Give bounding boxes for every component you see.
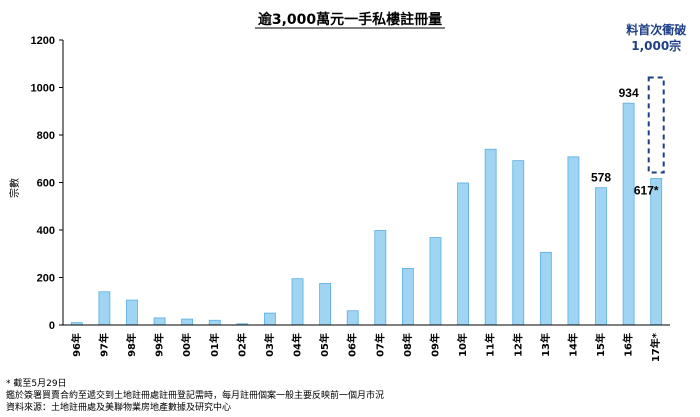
x-tick-label: 16年	[622, 333, 635, 357]
bar	[567, 156, 580, 326]
bar	[319, 283, 332, 326]
y-tick-label: 1000	[31, 83, 55, 95]
bar	[429, 237, 442, 326]
y-axis-label: 宗數	[8, 178, 21, 198]
bar	[264, 312, 276, 326]
bar	[126, 299, 138, 326]
x-tick-label: 15年	[594, 333, 607, 357]
x-tick-label: 13年	[539, 333, 552, 357]
x-tick-label: 01年	[208, 333, 221, 357]
data-label: 934	[619, 86, 639, 100]
chart: 逾3,000萬元一手私樓註冊量 宗數 0 200 400 600 800 1000 1200…	[8, 11, 686, 362]
x-axis-ticks: 96年 97年 98年 99年 00年 01年 02年 03年 04年 05年 06年 07年 08年 0…	[70, 332, 662, 362]
bar	[208, 319, 221, 326]
bar	[153, 317, 166, 326]
x-tick-label: 97年	[97, 333, 110, 357]
x-tick-label: 03年	[263, 333, 276, 357]
bar	[539, 251, 552, 326]
y-axis-ticks: 0 200 400 600 800 1000 1200	[31, 35, 63, 332]
bar	[595, 187, 607, 326]
bar	[512, 160, 525, 326]
y-tick-label: 400	[37, 225, 55, 237]
y-tick-label: 200	[37, 273, 55, 285]
x-tick-label: 05年	[318, 333, 331, 357]
x-tick-label: 17年*	[649, 332, 662, 362]
x-tick-label: 99年	[153, 333, 166, 357]
bar	[484, 148, 497, 326]
x-tick-label: 10年	[456, 333, 469, 357]
x-tick-label: 14年	[566, 333, 579, 357]
x-tick-label: 12年	[511, 333, 524, 357]
x-tick-label: 08年	[401, 333, 414, 357]
chart-title: 逾3,000萬元一手私樓註冊量	[258, 11, 442, 28]
y-tick-label: 1200	[31, 35, 55, 47]
annotation-line: 1,000宗	[631, 38, 681, 53]
x-tick-label: 98年	[125, 333, 138, 357]
footnote-source: 資料來源：土地註冊處及美聯物業房地產數據及研究中心	[6, 403, 232, 413]
footnote-registration: 鑑於簽署買賣合約至遞交到土地註冊處註冊登記需時，每月註冊個案一般主要反映前一個月…	[6, 391, 385, 401]
x-tick-label: 07年	[373, 333, 386, 357]
bar	[98, 291, 111, 326]
bar	[181, 318, 194, 326]
bar	[401, 268, 414, 326]
x-tick-label: 04年	[291, 333, 304, 357]
footnotes: * 截至5月29日 鑑於簽署買賣合約至遞交到土地註冊處註冊登記需時，每月註冊個案…	[6, 378, 384, 414]
data-label: 617*	[634, 183, 659, 197]
x-tick-label: 11年	[484, 333, 497, 357]
bar	[346, 310, 359, 326]
x-tick-label: 00年	[180, 333, 193, 357]
x-tick-label: 02年	[235, 333, 248, 357]
footnote-asterisk: * 截至5月29日	[6, 379, 67, 389]
data-label: 578	[591, 171, 611, 185]
bar	[650, 178, 663, 326]
y-tick-label: 0	[49, 320, 55, 332]
bar-series	[70, 102, 663, 326]
x-tick-label: 06年	[346, 333, 359, 357]
annotation-line: 料首次衝破	[626, 22, 686, 37]
bar	[374, 230, 387, 326]
x-tick-label: 96年	[70, 333, 83, 357]
y-tick-label: 800	[37, 130, 55, 142]
bar	[291, 278, 304, 326]
forecast-dashed-box	[647, 76, 665, 174]
bar	[457, 182, 469, 326]
bar	[622, 102, 635, 326]
data-labels: 578 934 617*	[591, 86, 659, 197]
y-tick-label: 600	[37, 178, 55, 190]
x-tick-label: 09年	[428, 333, 441, 357]
